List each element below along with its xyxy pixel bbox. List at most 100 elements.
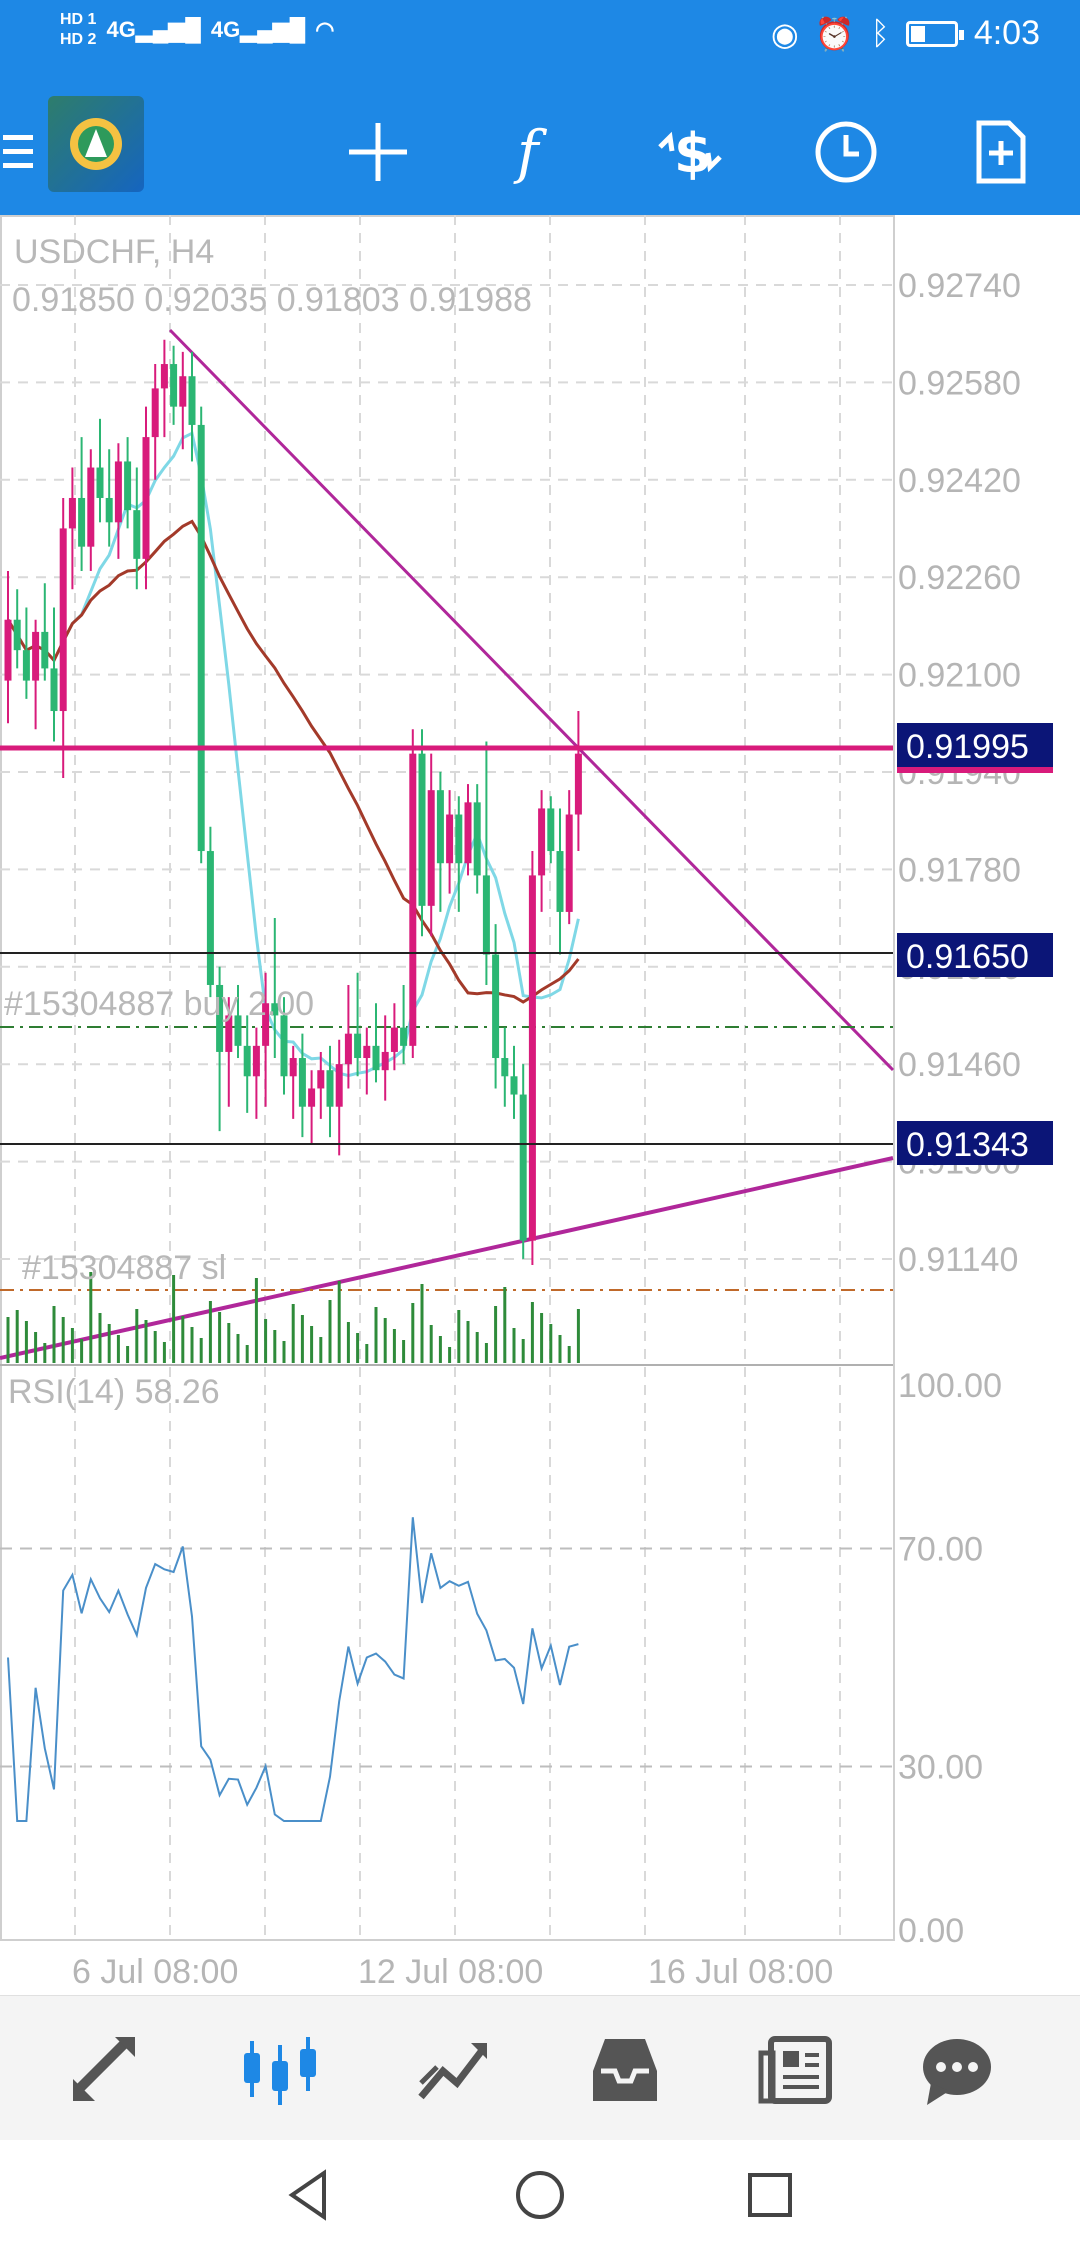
candle-body	[436, 790, 444, 864]
candle-body	[41, 631, 49, 669]
candle-body	[68, 497, 76, 529]
line-tag-1-bg	[897, 933, 1053, 977]
candle-body	[225, 1015, 233, 1052]
time-tick-label: 12 Jul 08:00	[358, 1953, 543, 1991]
candle-body	[482, 875, 490, 955]
bottom-navigation	[0, 1995, 1080, 2140]
clock-timeframe-icon[interactable]	[806, 112, 886, 192]
price-tick-label: 0.92580	[898, 364, 1021, 402]
line-tag-2: 0.91343	[906, 1126, 1029, 1164]
candle-body	[160, 364, 168, 389]
candle-body	[87, 467, 95, 547]
network-type-2: 4G	[210, 17, 241, 42]
candle-body	[400, 1027, 408, 1046]
candle-body	[96, 467, 104, 498]
svg-text:f: f	[513, 118, 548, 186]
nav-news-icon[interactable]	[752, 2026, 842, 2116]
price-tick-label: 0.92740	[898, 267, 1021, 305]
candle-body	[13, 619, 21, 651]
home-icon[interactable]	[505, 2160, 575, 2230]
candle-body	[409, 753, 417, 1046]
candle-body	[446, 814, 454, 864]
candle-body	[381, 1051, 389, 1071]
rsi-label: RSI(14) 58.26	[8, 1373, 220, 1411]
rsi-tick-label: 100.00	[898, 1367, 1002, 1405]
new-order-icon[interactable]	[960, 112, 1040, 192]
candle-body	[262, 1003, 270, 1046]
status-right: ◉ ⏰ ᛒ 4:03	[771, 14, 1040, 53]
ma-fast-line	[6, 431, 580, 1078]
candle-body	[308, 1088, 316, 1107]
candle-body	[510, 1076, 518, 1095]
symbol-timeframe: USDCHF, H4	[14, 233, 215, 271]
candle-body	[206, 851, 214, 985]
rsi-tick-label: 0.00	[898, 1912, 964, 1950]
nav-chat-icon[interactable]	[912, 2026, 1002, 2116]
nav-trade-icon[interactable]	[408, 2026, 498, 2116]
candle-body	[326, 1070, 334, 1107]
top-toolbar: f $	[0, 80, 1080, 215]
candle-body	[151, 388, 159, 438]
price-chart[interactable]: 0.92740 0.92580 0.92420 0.92260 0.92100 0.919…	[0, 215, 1080, 1995]
symbol-dollar-icon[interactable]: $	[650, 112, 730, 192]
metatrader-logo[interactable]	[48, 96, 144, 192]
candle-body	[565, 814, 573, 912]
candle-body	[234, 1015, 242, 1046]
candle-body	[197, 424, 205, 852]
candle-body	[418, 753, 426, 906]
time-tick-label: 16 Jul 08:00	[648, 1953, 833, 1991]
hd2-indicator: HD 2	[60, 31, 97, 48]
crosshair-icon[interactable]	[338, 112, 418, 192]
price-tick-label: 0.92420	[898, 462, 1021, 500]
candle-body	[4, 619, 12, 681]
candle-body	[528, 875, 536, 1241]
hd1-indicator: HD 1	[60, 11, 97, 28]
system-navigation-bar	[0, 2140, 1080, 2244]
candle-body	[280, 1015, 288, 1077]
nav-chart-icon[interactable]	[236, 2026, 326, 2116]
eye-icon: ◉	[770, 15, 799, 52]
candle-body	[252, 1045, 260, 1077]
nav-quotes-icon[interactable]	[62, 2026, 152, 2116]
indicator-f-icon[interactable]: f	[492, 112, 572, 192]
candle-body	[298, 1058, 306, 1107]
current-price-tag: 0.91995	[906, 728, 1029, 766]
candle-body	[372, 1045, 380, 1071]
back-icon[interactable]	[275, 2160, 345, 2230]
wifi-icon: ◠	[315, 17, 335, 42]
svg-text:$: $	[674, 122, 712, 185]
candle-body	[32, 631, 40, 681]
status-left: HD 1 HD 2 4G▂▄▆█ 4G▂▄▆█ ◠	[60, 10, 334, 50]
candle-body	[50, 668, 58, 712]
candle-body	[133, 510, 141, 559]
candle-body	[216, 984, 224, 1052]
candle-body	[78, 497, 86, 547]
price-tick-label: 0.91140	[898, 1241, 1018, 1279]
candle-body	[354, 1033, 362, 1059]
price-tick-label: 0.91460	[898, 1046, 1021, 1084]
candle-body	[538, 808, 546, 876]
hd-indicators: HD 1 HD 2	[60, 10, 96, 50]
price-tick-label: 0.92100	[898, 657, 1021, 695]
recents-icon[interactable]	[735, 2160, 805, 2230]
candle-body	[335, 1064, 343, 1107]
chart-canvas[interactable]: 0.92740 0.92580 0.92420 0.92260 0.92100 0.919…	[0, 215, 1080, 1995]
candle-body	[289, 1058, 297, 1077]
candle-body	[188, 376, 196, 425]
rsi-tick-label: 30.00	[898, 1749, 983, 1787]
candle-body	[179, 376, 187, 407]
ascending-trendline	[0, 1156, 894, 1360]
menu-icon[interactable]	[0, 112, 60, 192]
price-tick-label: 0.92260	[898, 559, 1021, 597]
nav-history-icon[interactable]	[580, 2026, 670, 2116]
candle-body	[501, 1058, 509, 1077]
candle-body	[473, 802, 481, 876]
candle-body	[390, 1027, 398, 1052]
candle-body	[547, 808, 555, 852]
candle-body	[170, 364, 178, 407]
candle-body	[464, 802, 472, 864]
candle-body	[59, 528, 67, 712]
signal-icon-2: 4G▂▄▆█	[210, 17, 306, 42]
ma-slow-line	[6, 519, 580, 1004]
